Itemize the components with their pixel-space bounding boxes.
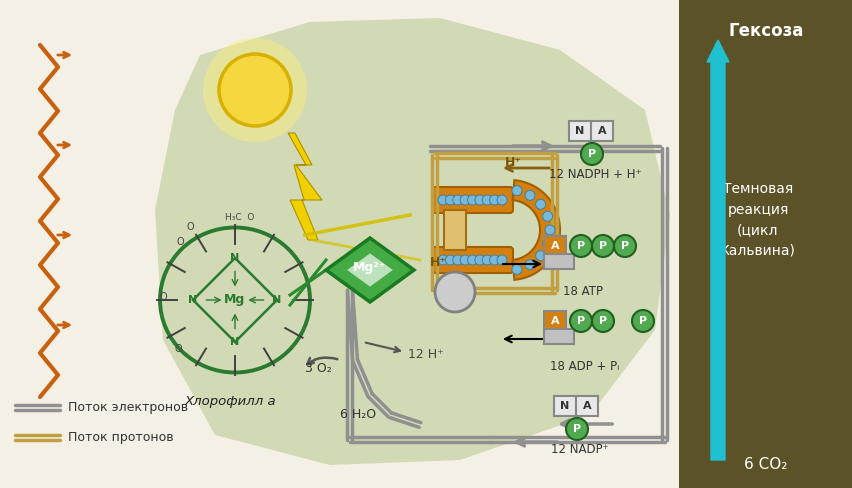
FancyBboxPatch shape <box>544 254 573 268</box>
Text: O: O <box>187 222 194 232</box>
Text: H⁺: H⁺ <box>504 156 521 168</box>
Bar <box>444 210 465 250</box>
FancyBboxPatch shape <box>431 187 512 213</box>
Circle shape <box>481 255 492 265</box>
Text: P: P <box>620 241 628 251</box>
Circle shape <box>467 255 477 265</box>
Circle shape <box>544 225 555 235</box>
Text: N: N <box>272 295 281 305</box>
Circle shape <box>591 310 613 332</box>
Text: N: N <box>560 401 569 411</box>
Circle shape <box>613 235 636 257</box>
Polygon shape <box>512 180 559 280</box>
Circle shape <box>542 211 552 222</box>
Text: Mg²⁺: Mg²⁺ <box>353 262 386 274</box>
Text: P: P <box>598 241 607 251</box>
Circle shape <box>475 195 484 205</box>
FancyArrow shape <box>706 40 728 460</box>
Circle shape <box>489 255 499 265</box>
Text: P: P <box>587 149 596 159</box>
Text: A: A <box>550 241 559 251</box>
Text: 6 H₂O: 6 H₂O <box>340 408 376 422</box>
Polygon shape <box>347 253 393 286</box>
Circle shape <box>511 264 521 274</box>
FancyBboxPatch shape <box>568 121 590 141</box>
FancyBboxPatch shape <box>575 396 597 416</box>
Polygon shape <box>288 133 321 240</box>
Circle shape <box>489 195 499 205</box>
Circle shape <box>445 255 455 265</box>
Text: N: N <box>230 253 239 263</box>
Circle shape <box>435 272 475 312</box>
Text: O: O <box>177 237 184 247</box>
Text: O: O <box>160 292 168 302</box>
Bar <box>678 0 852 488</box>
Circle shape <box>481 195 492 205</box>
Text: Mg: Mg <box>224 293 245 306</box>
Circle shape <box>203 38 307 142</box>
Text: Поток электронов: Поток электронов <box>68 402 188 414</box>
Text: P: P <box>576 316 584 326</box>
Text: 18 ATP: 18 ATP <box>562 285 602 298</box>
Circle shape <box>445 195 455 205</box>
Circle shape <box>459 195 469 205</box>
Circle shape <box>467 195 477 205</box>
Text: P: P <box>598 316 607 326</box>
FancyBboxPatch shape <box>544 236 566 256</box>
Circle shape <box>591 235 613 257</box>
Circle shape <box>497 255 506 265</box>
Text: 12 NADP⁺: 12 NADP⁺ <box>550 443 608 456</box>
FancyBboxPatch shape <box>544 329 573 344</box>
Text: H₃C  O: H₃C O <box>225 213 254 222</box>
Circle shape <box>566 418 587 440</box>
Circle shape <box>452 255 462 265</box>
Polygon shape <box>155 18 669 465</box>
Circle shape <box>580 143 602 165</box>
Text: 6 CO₂: 6 CO₂ <box>744 457 786 472</box>
Circle shape <box>437 255 447 265</box>
Circle shape <box>219 54 291 126</box>
Text: Хлорофилл a: Хлорофилл a <box>184 395 275 408</box>
Circle shape <box>524 190 534 201</box>
Circle shape <box>475 255 484 265</box>
Circle shape <box>631 310 653 332</box>
Text: A: A <box>597 126 606 136</box>
Circle shape <box>452 195 462 205</box>
Circle shape <box>511 185 521 196</box>
Text: H⁺: H⁺ <box>429 256 446 268</box>
Text: 12 H⁺: 12 H⁺ <box>407 348 443 362</box>
Text: 12 NADPH + H⁺: 12 NADPH + H⁺ <box>548 168 641 181</box>
Circle shape <box>497 195 506 205</box>
Text: A: A <box>582 401 590 411</box>
Circle shape <box>535 199 545 209</box>
Circle shape <box>535 251 545 261</box>
Circle shape <box>569 310 591 332</box>
FancyBboxPatch shape <box>553 396 575 416</box>
Text: Поток протонов: Поток протонов <box>68 431 174 445</box>
Text: A: A <box>550 316 559 326</box>
FancyBboxPatch shape <box>431 247 512 273</box>
Text: P: P <box>638 316 647 326</box>
FancyBboxPatch shape <box>590 121 613 141</box>
Text: 18 ADP + Pᵢ: 18 ADP + Pᵢ <box>550 360 619 373</box>
Circle shape <box>569 235 591 257</box>
Text: P: P <box>573 424 580 434</box>
Circle shape <box>542 239 552 249</box>
FancyBboxPatch shape <box>544 311 566 331</box>
Text: Темновая
реакция
(цикл
Кальвина): Темновая реакция (цикл Кальвина) <box>719 182 795 258</box>
Circle shape <box>524 260 534 270</box>
Text: N: N <box>230 337 239 347</box>
Text: N: N <box>188 295 198 305</box>
Polygon shape <box>325 238 413 302</box>
Text: O: O <box>175 344 182 354</box>
Text: N: N <box>575 126 584 136</box>
Circle shape <box>437 195 447 205</box>
Text: P: P <box>576 241 584 251</box>
Text: Гексоза: Гексоза <box>728 22 803 40</box>
Circle shape <box>459 255 469 265</box>
Text: 3 O₂: 3 O₂ <box>305 362 331 374</box>
